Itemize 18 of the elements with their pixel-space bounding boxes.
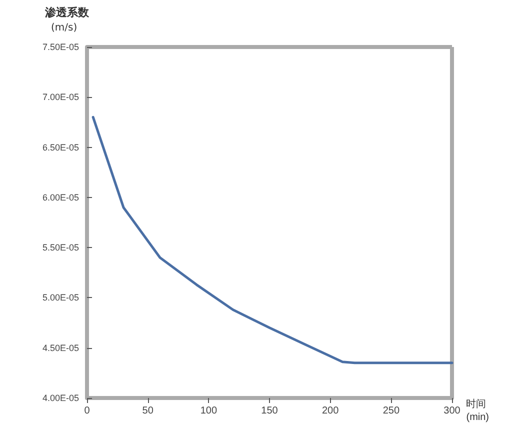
x-tick-label: 250 (382, 406, 400, 416)
x-tick-label: 200 (322, 406, 340, 416)
y-tick-label: 5.00E-05 (42, 292, 79, 303)
x-tick-label: 300 (444, 406, 461, 416)
y-tick-label: 4.00E-05 (42, 393, 79, 403)
x-axis-title: 时间 (min) (466, 398, 490, 423)
y-tick-label: 5.50E-05 (42, 242, 79, 253)
x-tick-label: 100 (200, 406, 218, 416)
y-tick-label: 6.00E-05 (42, 192, 79, 202)
y-tick-label: 6.50E-05 (42, 142, 79, 152)
y-axis-title: 渗透系数 (m/s) (44, 6, 90, 34)
line-series (92, 116, 454, 364)
y-tick-label: 4.50E-05 (42, 342, 79, 353)
x-tick-label: 0 (84, 406, 90, 416)
x-tick-label: 50 (142, 406, 154, 416)
y-tick-label: 7.00E-05 (42, 92, 79, 102)
x-tick-label: 150 (261, 406, 278, 416)
y-tick-label: 7.50E-05 (42, 42, 79, 52)
